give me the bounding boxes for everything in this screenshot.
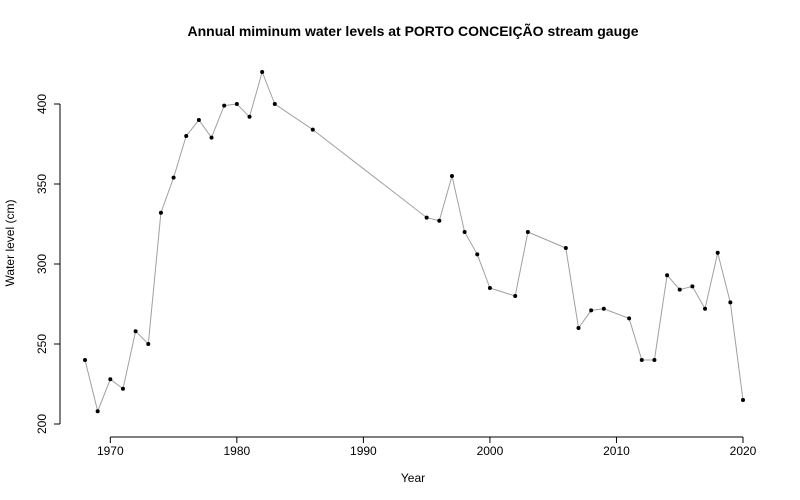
data-point [196,118,201,122]
data-point [601,306,606,311]
data-point [449,174,454,178]
x-axis: 1970 1980 1990 2000 2010 2020 [97,436,757,458]
y-tick-label: 350 [35,174,49,194]
data-point [475,252,480,257]
y-tick-label: 250 [35,334,49,354]
data-point [665,273,670,278]
data-point [715,250,720,255]
data-point [677,287,682,292]
x-tick-label: 2010 [603,444,630,458]
data-point [652,358,657,362]
data-point [158,210,163,215]
y-tick-label: 400 [35,94,49,114]
data-point [639,358,644,362]
data-point [424,215,429,220]
x-tick-label: 2020 [730,444,757,458]
data-point [589,308,594,313]
x-tick-label: 1980 [223,444,250,458]
data-point [576,326,581,330]
data-point [272,102,277,106]
data-point [703,306,708,311]
y-axis-label: Water level (cm) [3,200,17,287]
data-point [171,175,176,180]
data-point [146,342,151,346]
data-point [437,218,442,223]
data-point [108,377,113,382]
x-tick-label: 2000 [477,444,504,458]
y-axis: 200 250 300 350 400 [35,94,61,434]
y-tick-label: 300 [35,254,49,274]
data-point [120,386,125,391]
data-point [83,358,87,362]
data-point [462,230,467,234]
data-point [247,114,252,119]
data-point [728,300,733,305]
x-tick-label: 1970 [97,444,124,458]
chart-title: Annual miminum water levels at PORTO CON… [188,22,639,39]
data-point [260,70,265,74]
data-point [513,294,518,298]
data-point [525,230,530,234]
x-tick-label: 1990 [350,444,377,458]
data-point [222,103,227,108]
data-point [234,102,239,106]
data-point [487,286,492,290]
y-tick-label: 200 [35,414,49,434]
data-point [209,135,214,140]
data-point [184,134,189,138]
data-point [95,409,100,414]
data-point [690,284,695,289]
series-water-level [83,70,745,414]
data-point [741,398,745,402]
data-point [563,246,568,250]
series-line [84,70,744,413]
data-point [133,329,138,334]
data-point [310,127,315,132]
x-axis-label: Year [401,471,425,485]
data-point [627,316,632,321]
